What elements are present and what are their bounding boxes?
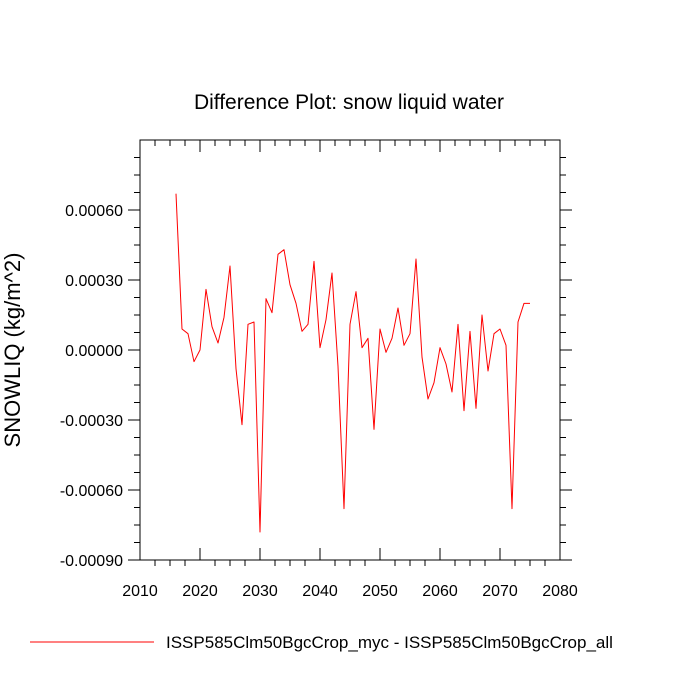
legend: ISSP585Clm50BgcCrop_myc - ISSP585Clm50Bg… [30, 633, 613, 652]
plot-frame [139, 139, 561, 561]
series-line [175, 193, 530, 533]
y-tick-label: -0.00030 [60, 413, 123, 430]
x-tick-label: 2010 [122, 583, 158, 600]
x-tick-label: 2050 [362, 583, 398, 600]
axis-ticks [128, 140, 572, 566]
y-axis-label: SNOWLIQ (kg/m^2) [0, 253, 25, 448]
y-tick-label: 0.00060 [65, 203, 123, 220]
x-tick-label: 2020 [182, 583, 218, 600]
axis-tick-labels: 2010 2020 2030 2040 2050 2060 2070 2080 -0.00090… [60, 203, 578, 600]
chart-title: Difference Plot: snow liquid water [194, 91, 504, 114]
x-tick-label: 2070 [482, 583, 518, 600]
x-tick-label: 2030 [242, 583, 278, 600]
x-tick-label: 2060 [422, 583, 458, 600]
legend-label: ISSP585Clm50BgcCrop_myc - ISSP585Clm50Bg… [166, 633, 613, 652]
series-layer [175, 193, 530, 533]
y-tick-label: 0.00000 [65, 343, 123, 360]
y-tick-label: 0.00030 [65, 273, 123, 290]
y-tick-label: -0.00060 [60, 483, 123, 500]
x-tick-label: 2080 [542, 583, 578, 600]
x-tick-label: 2040 [302, 583, 338, 600]
y-tick-label: -0.00090 [60, 553, 123, 570]
